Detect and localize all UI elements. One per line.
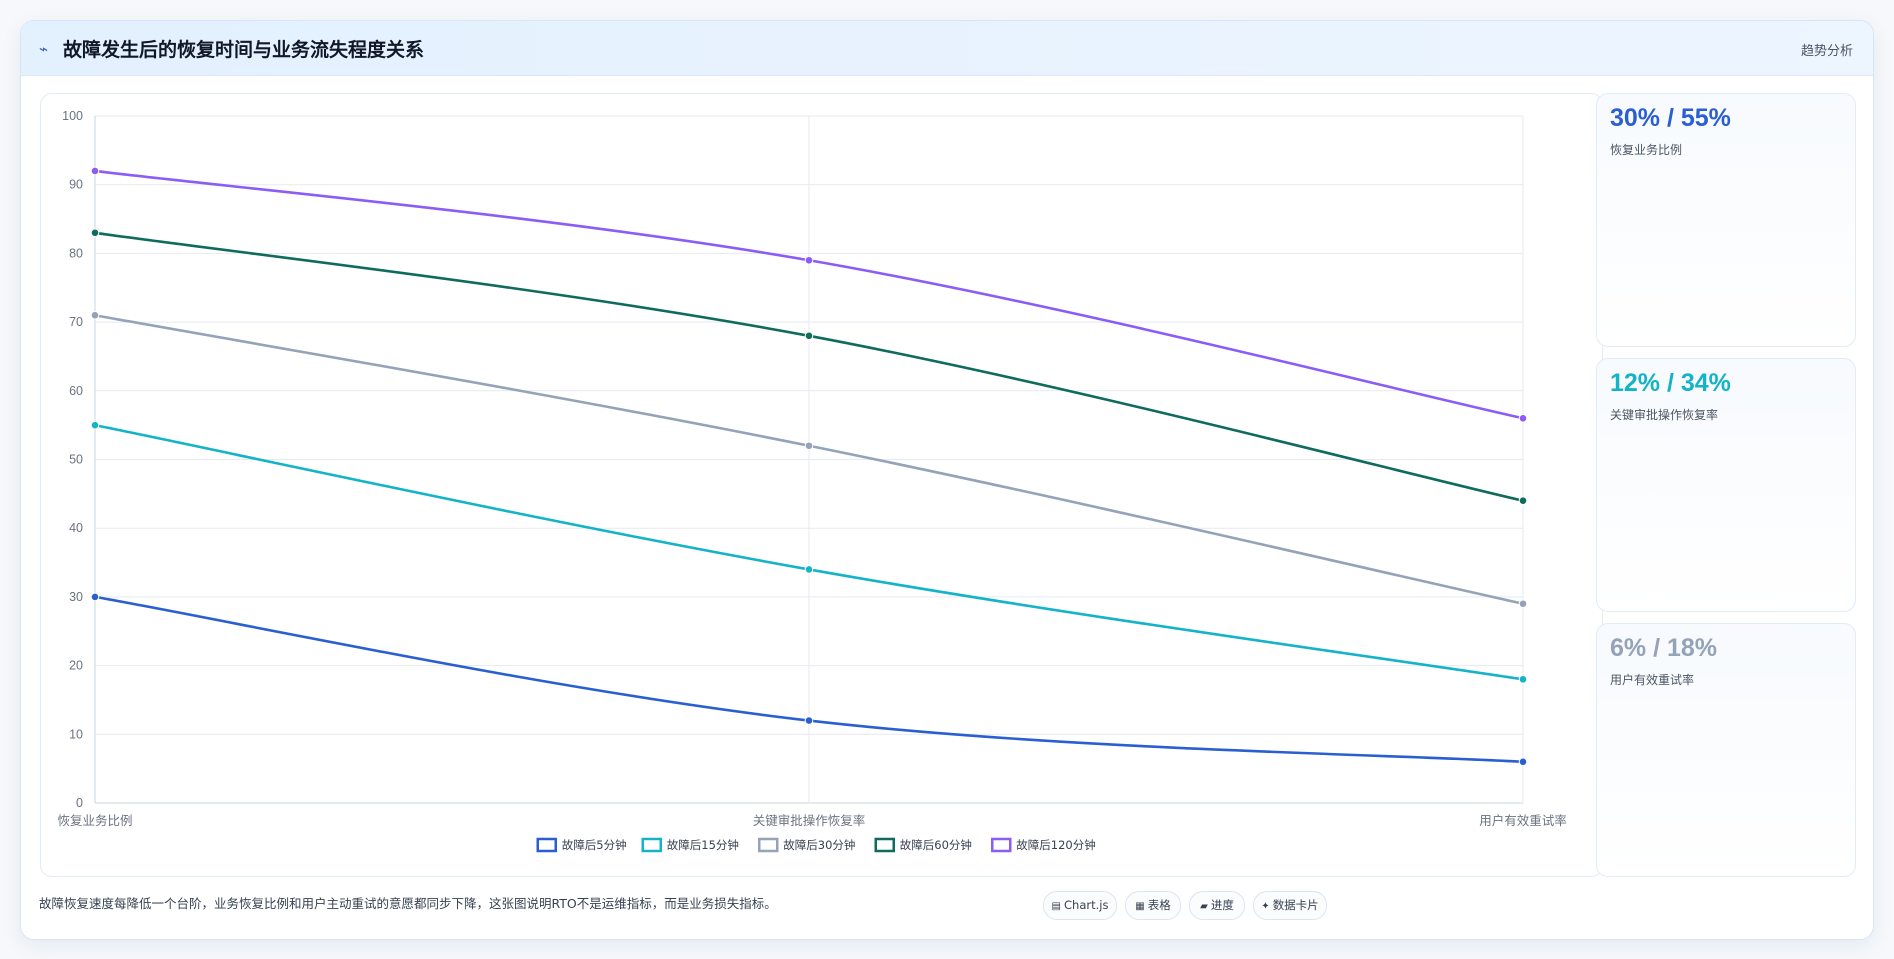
data-point [804,255,814,265]
y-tick-label: 50 [69,453,83,467]
chip-label: 进度 [1210,898,1234,912]
y-tick-label: 70 [69,315,83,329]
data-point [1518,675,1528,684]
stat-label: 关键审批操作恢复率 [1610,408,1719,422]
chart-line-icon: ⌁ [39,40,49,58]
y-tick-label: 90 [69,178,83,192]
data-point [804,716,814,725]
legend-swatch [758,837,779,853]
legend-label: 故障后5分钟 [562,838,627,852]
y-tick-label: 30 [69,590,83,604]
x-tick-label: 关键审批操作恢复率 [753,813,866,828]
chip-label: Chart.js [1064,898,1109,912]
panel-title: 故障发生后的恢复时间与业务流失程度关系 [63,39,425,61]
data-point [90,310,100,320]
data-point [804,565,814,574]
y-tick-label: 80 [69,246,83,260]
data-point [90,166,100,176]
table-icon: ▦ [1135,901,1145,912]
legend-swatch [874,837,895,853]
chip-label: 表格 [1147,898,1171,912]
stat-card-retry: 6% / 18% 用户有效重试率 [1596,623,1856,877]
line-chart: 0 10 20 30 40 50 60 70 80 90 100 恢复业务比例 关键审批操作恢复率 用户有… [57,109,1567,853]
chart-footnote: 故障恢复速度每降低一个台阶，业务恢复比例和用户主动重试的意愿都同步下降，这张图说… [39,896,777,911]
stat-value: 6% / 18% [1610,634,1718,662]
data-point [90,420,100,430]
trend-analysis-tag: 趋势分析 [1800,44,1853,59]
line-chart-card: 0 10 20 30 40 50 60 70 80 90 100 恢复业务比例 关键审批操作恢复率 用户有… [40,93,1603,877]
chart-panel: ⌁ 故障发生后的恢复时间与业务流失程度关系 趋势分析 0 10 20 30 40 50 60… [20,20,1874,940]
chip-progress[interactable]: ▰ 进度 [1189,891,1245,920]
chart-icon: ▤ [1051,901,1061,912]
y-tick-label: 0 [76,796,83,810]
legend-swatch [641,837,662,853]
chip-label: 数据卡片 [1272,898,1319,912]
legend-label: 故障后15分钟 [667,838,739,852]
data-point [804,331,814,341]
y-tick-label: 100 [62,109,83,123]
y-tick-label: 60 [69,384,83,398]
legend-label: 故障后60分钟 [900,838,972,852]
data-point [90,228,100,238]
legend-swatch [991,837,1012,853]
stat-card-recovery: 30% / 55% 恢复业务比例 [1596,93,1856,347]
stat-value: 30% / 55% [1610,104,1731,132]
stat-label: 用户有效重试率 [1610,673,1695,687]
data-point [1518,757,1528,767]
chip-data-card[interactable]: ✦ 数据卡片 [1253,891,1327,920]
data-point [1518,413,1528,423]
legend-label: 故障后120分钟 [1016,838,1095,852]
stat-value: 12% / 34% [1610,369,1731,397]
x-tick-label: 用户有效重试率 [1479,813,1567,828]
stat-card-approval: 12% / 34% 关键审批操作恢复率 [1596,358,1856,612]
stat-label: 恢复业务比例 [1610,143,1683,157]
legend-swatch [536,837,557,853]
data-point [804,441,814,451]
card-icon: ✦ [1261,901,1270,912]
data-point [1518,496,1528,506]
progress-icon: ▰ [1200,901,1208,912]
y-tick-label: 10 [69,727,83,741]
data-point [1518,599,1528,609]
x-tick-label: 恢复业务比例 [57,813,132,828]
y-tick-label: 40 [69,521,83,535]
legend-label: 故障后30分钟 [783,838,855,852]
chip-chartjs[interactable]: ▤ Chart.js [1043,891,1117,920]
data-point [90,592,100,602]
y-tick-label: 20 [69,659,83,673]
chip-table[interactable]: ▦ 表格 [1125,891,1181,920]
panel-header: ⌁ 故障发生后的恢复时间与业务流失程度关系 趋势分析 [21,21,1873,76]
